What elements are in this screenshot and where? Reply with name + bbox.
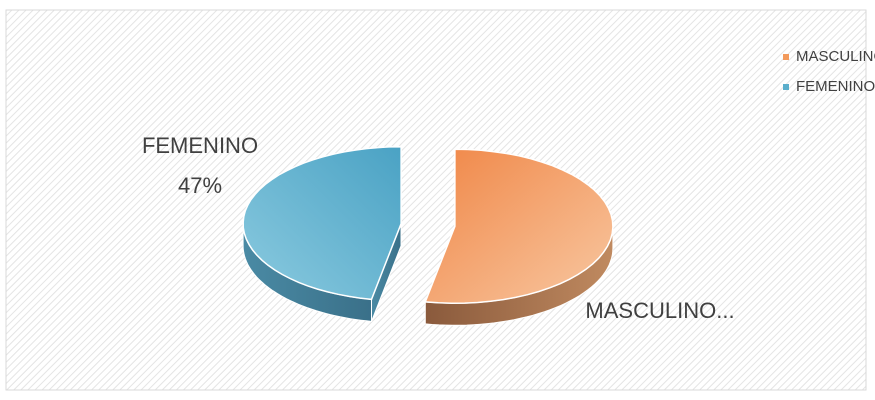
data-label-name: MASCULINO...	[585, 298, 734, 323]
data-label-name: FEMENINO	[142, 133, 258, 158]
chart-area	[5, 9, 867, 391]
legend-swatch	[783, 84, 789, 90]
legend-label: FEMENINO	[796, 78, 875, 95]
slice	[424, 148, 614, 305]
data-label-value: 47%	[178, 173, 222, 198]
legend-swatch	[783, 54, 789, 60]
slice	[242, 145, 402, 301]
legend-label: MASCULINO	[796, 48, 875, 65]
